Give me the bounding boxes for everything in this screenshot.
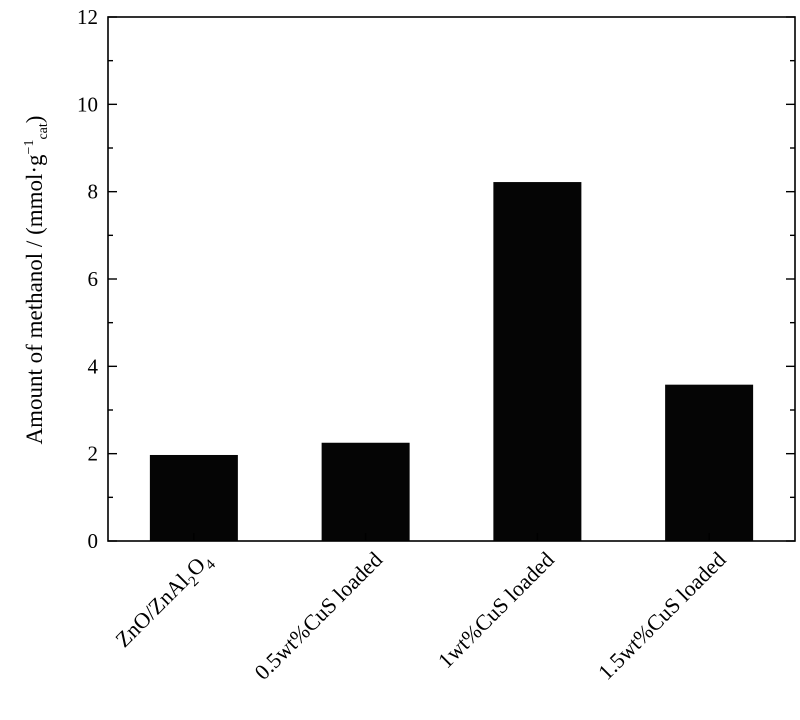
y-axis-tick-labels: 0 2 4 6 8 10 12 xyxy=(77,5,99,553)
bars-group xyxy=(149,182,754,541)
y-tick-label: 2 xyxy=(88,442,99,466)
y-tick-label: 4 xyxy=(88,354,99,378)
bar-4 xyxy=(665,384,754,541)
y-axis-title: Amount of methanol / (mmol·g−1cat) xyxy=(22,116,51,445)
x-category-label: 1.5wt%CuS loaded xyxy=(593,547,731,685)
x-category-label: 1wt%CuS loaded xyxy=(433,547,559,673)
y-tick-label: 0 xyxy=(88,529,99,553)
x-category-label: ZnO/ZnAl2O4 xyxy=(110,547,219,656)
x-axis-category-labels: ZnO/ZnAl2O4 0.5wt%CuS loaded 1wt%CuS loade… xyxy=(110,547,730,685)
bar-3 xyxy=(493,182,582,541)
bar-1 xyxy=(149,454,238,541)
y-tick-label: 10 xyxy=(77,92,98,116)
bar-2 xyxy=(321,442,410,541)
y-tick-label: 8 xyxy=(88,180,99,204)
y-tick-label: 12 xyxy=(77,5,98,29)
y-tick-label: 6 xyxy=(88,267,99,291)
y-axis-ticks xyxy=(108,16,795,542)
x-category-label: 0.5wt%CuS loaded xyxy=(249,547,387,685)
x-axis-ticks xyxy=(193,533,710,541)
